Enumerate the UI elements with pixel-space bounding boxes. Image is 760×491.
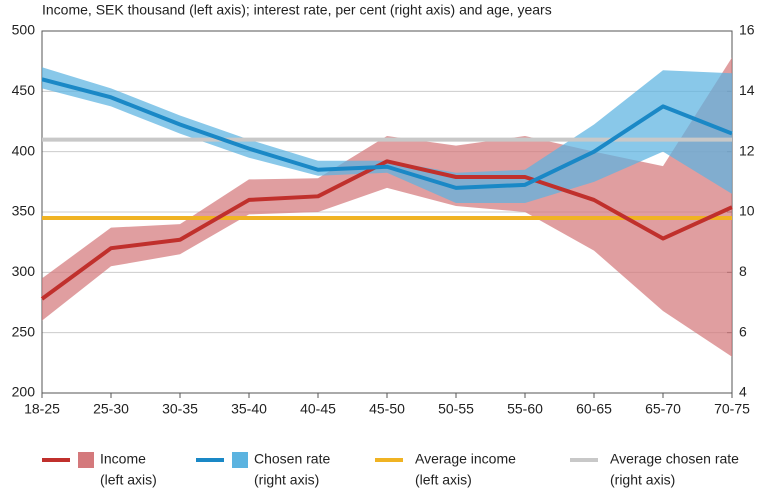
legend-label: Average chosen rate <box>610 451 739 467</box>
y2-tick-label: 12 <box>739 142 755 158</box>
legend-label: Average income <box>415 451 516 467</box>
y2-tick-label: 8 <box>739 263 747 279</box>
legend-note: (right axis) <box>610 472 675 488</box>
x-tick-label: 30-35 <box>162 401 198 417</box>
y-tick-label: 400 <box>12 142 36 158</box>
x-tick-label: 65-70 <box>645 401 681 417</box>
legend-swatch <box>78 452 94 468</box>
chart-title: Income, SEK thousand (left axis); intere… <box>42 2 552 18</box>
x-tick-label: 18-25 <box>24 401 60 417</box>
x-tick-label: 35-40 <box>231 401 267 417</box>
y2-tick-label: 6 <box>739 323 747 339</box>
legend-note: (left axis) <box>100 472 157 488</box>
x-tick-label: 25-30 <box>93 401 129 417</box>
x-tick-label: 45-50 <box>369 401 405 417</box>
x-tick-label: 40-45 <box>300 401 336 417</box>
x-tick-label: 50-55 <box>438 401 474 417</box>
legend-swatch <box>232 452 248 468</box>
confidence-band <box>42 57 732 357</box>
x-tick-label: 60-65 <box>576 401 612 417</box>
line <box>40 159 733 301</box>
legend-note: (left axis) <box>415 472 472 488</box>
y-tick-label: 500 <box>12 22 36 38</box>
y-tick-label: 200 <box>12 384 36 400</box>
legend-note: (right axis) <box>254 472 319 488</box>
x-tick-label: 55-60 <box>507 401 543 417</box>
y-tick-label: 250 <box>12 323 36 339</box>
legend-label: Income <box>100 451 146 467</box>
y-tick-label: 300 <box>12 263 36 279</box>
y2-tick-label: 4 <box>739 384 747 400</box>
legend-label: Chosen rate <box>254 451 330 467</box>
y2-tick-label: 16 <box>739 22 755 38</box>
y2-tick-label: 14 <box>739 82 755 98</box>
y-tick-label: 450 <box>12 82 36 98</box>
line <box>41 77 733 190</box>
y-tick-label: 350 <box>12 203 36 219</box>
y2-tick-label: 10 <box>739 203 755 219</box>
x-tick-label: 70-75 <box>714 401 750 417</box>
